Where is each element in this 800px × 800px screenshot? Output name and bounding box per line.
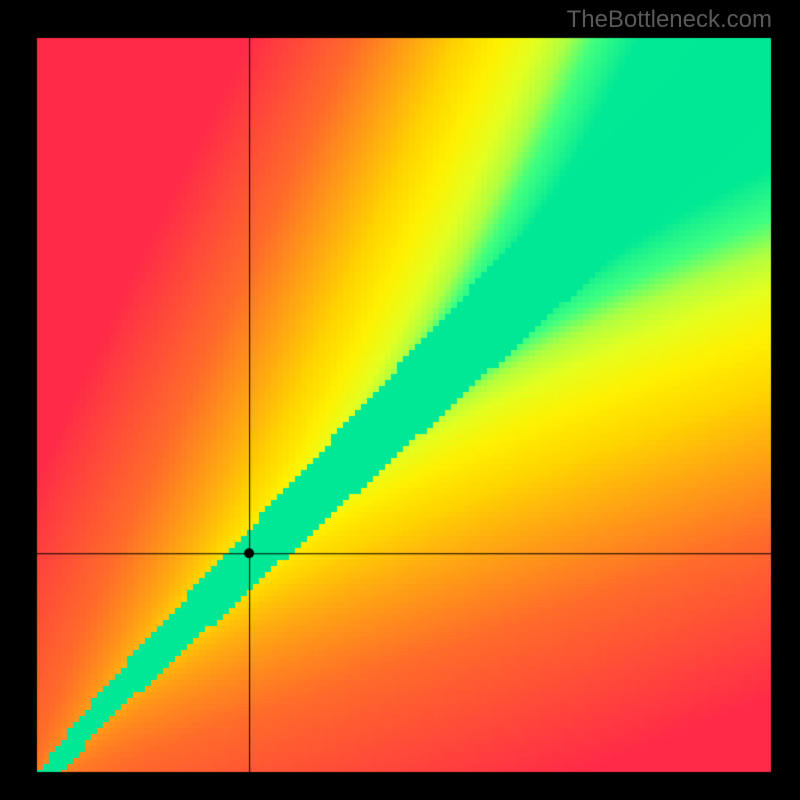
watermark-text: TheBottleneck.com <box>0 6 800 34</box>
heatmap-canvas <box>0 0 800 800</box>
